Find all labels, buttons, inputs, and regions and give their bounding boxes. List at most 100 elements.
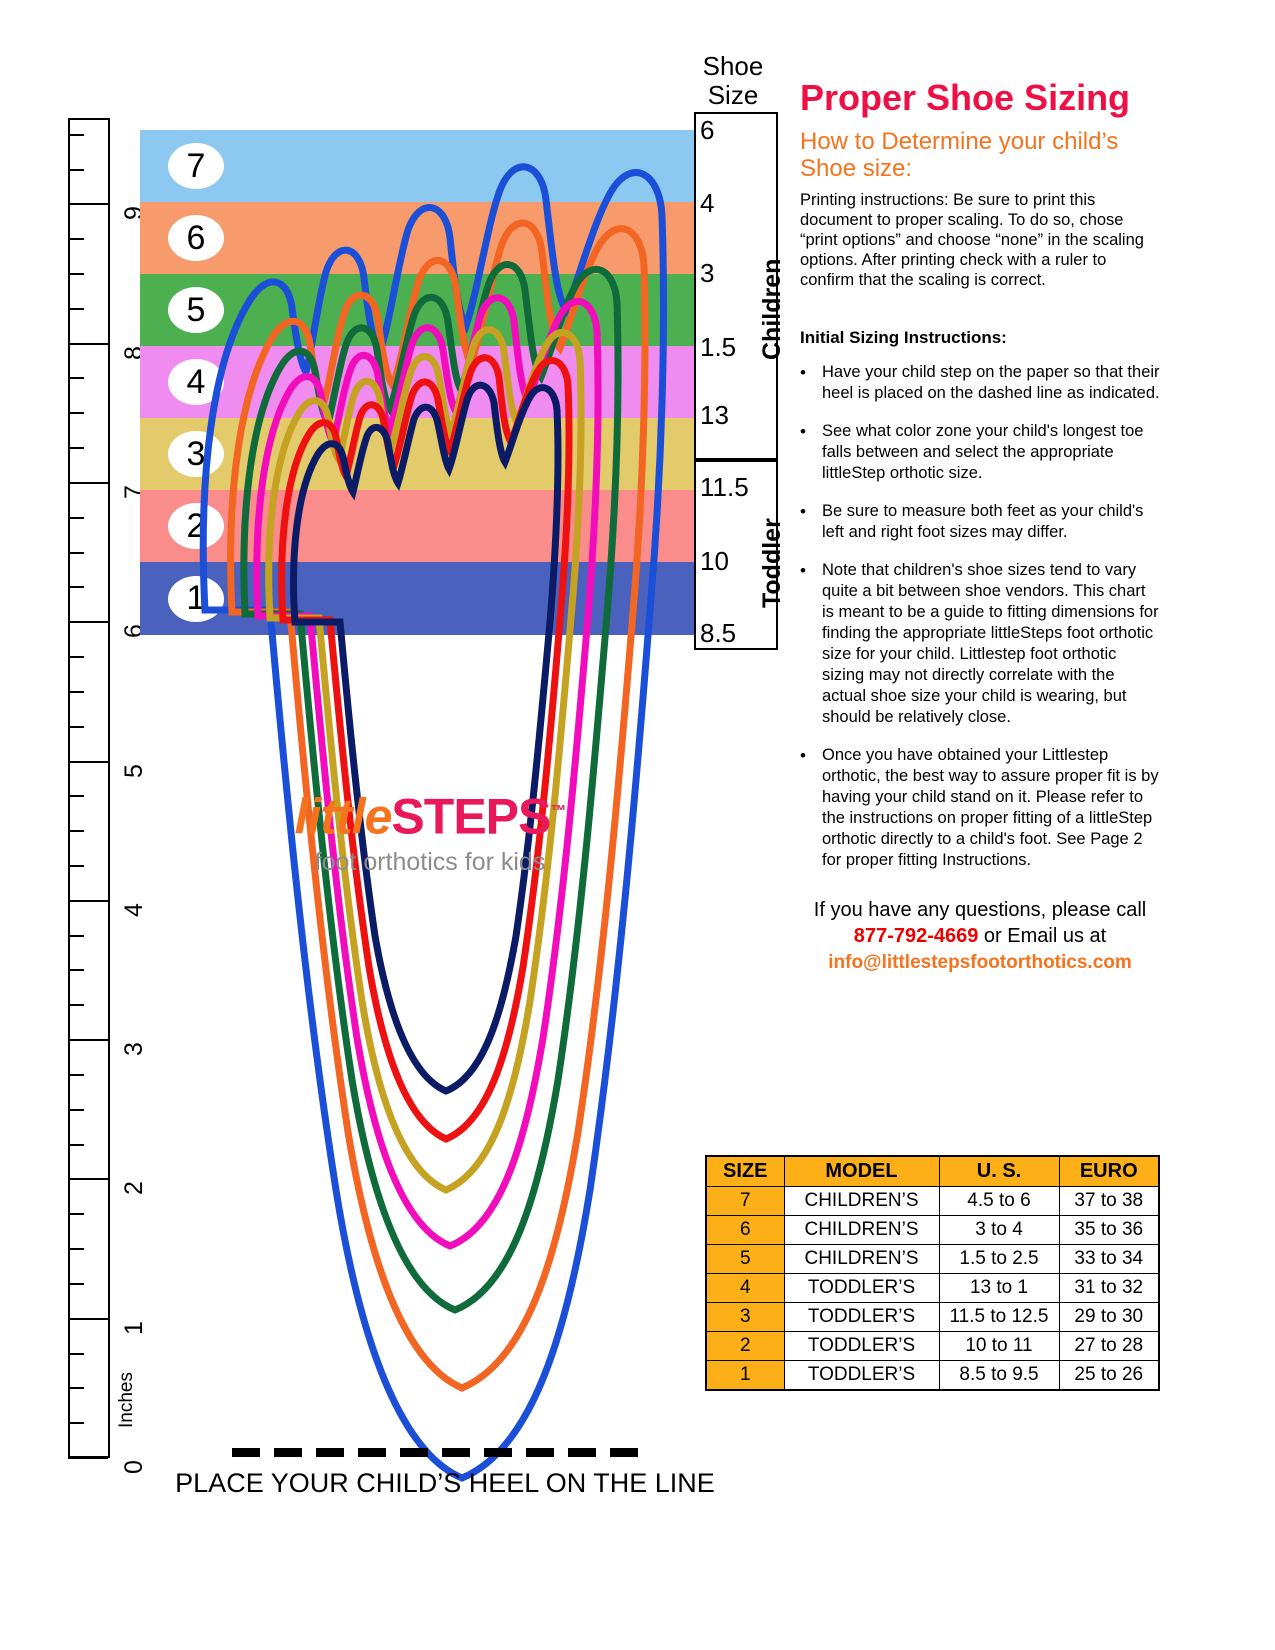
ruler-minor-tick <box>68 1387 84 1390</box>
ruler-number: 1 <box>120 1320 148 1335</box>
shoe-size-box-toddler <box>694 460 778 650</box>
cell-size: 5 <box>705 1244 785 1274</box>
table-row: 2 TODDLER’S 10 to 11 27 to 28 <box>705 1331 1160 1361</box>
ruler-minor-tick <box>68 586 84 589</box>
cell-euro: 31 to 32 <box>1058 1273 1160 1303</box>
table-row: 6 CHILDREN’S 3 to 4 35 to 36 <box>705 1215 1160 1245</box>
cell-model: TODDLER’S <box>783 1360 940 1391</box>
logo-tagline: foot orthotics for kids <box>314 847 546 876</box>
size-zone-badge: 2 <box>168 503 224 549</box>
size-conversion-table: SIZE MODEL U. S. EURO 7 CHILDREN’S 4.5 to … <box>705 1155 1160 1391</box>
bullet-text: Have your child step on the paper so tha… <box>822 363 1160 402</box>
cell-euro: 29 to 30 <box>1058 1302 1160 1332</box>
shoe-size-value: 8.5 <box>700 618 737 648</box>
size-zone-band: 2 <box>140 490 695 562</box>
size-zone-badge: 3 <box>168 431 224 477</box>
cell-model: TODDLER’S <box>783 1273 940 1303</box>
cell-model: CHILDREN’S <box>783 1215 940 1245</box>
cell-size: 4 <box>705 1273 785 1303</box>
shoe-size-title-line2: Size <box>707 80 759 110</box>
ruler-minor-tick <box>68 168 84 171</box>
contact-phone[interactable]: 877-792-4669 <box>853 925 979 947</box>
ruler-minor-tick <box>68 516 84 519</box>
cell-model: CHILDREN’S <box>783 1244 940 1274</box>
shoe-size-value: 1.5 <box>700 332 737 362</box>
bullet-text: See what color zone your child's longest… <box>822 422 1144 482</box>
cell-us: 11.5 to 12.5 <box>938 1302 1060 1332</box>
col-header-size: SIZE <box>705 1155 785 1187</box>
ruler-minor-tick <box>68 830 84 833</box>
ruler-minor-tick <box>68 1213 84 1216</box>
logo-trademark-icon: ™ <box>550 803 566 820</box>
cell-model: TODDLER’S <box>783 1302 940 1332</box>
ruler-number: 3 <box>120 1042 148 1057</box>
printing-instructions-text: Printing instructions: Be sure to print … <box>800 191 1144 289</box>
table-row: 7 CHILDREN’S 4.5 to 6 37 to 38 <box>705 1186 1160 1216</box>
ruler-major-tick <box>68 621 108 624</box>
size-zone-band: 6 <box>140 202 695 274</box>
shoe-size-value: 10 <box>700 546 729 576</box>
sizing-instructions-heading: Initial Sizing Instructions: <box>800 328 1007 347</box>
heel-line-caption: PLACE YOUR CHILD’S HEEL ON THE LINE <box>175 1468 715 1498</box>
ruler-major-tick <box>68 481 108 484</box>
cell-us: 4.5 to 6 <box>938 1186 1060 1216</box>
ruler-minor-tick <box>68 795 84 798</box>
ruler-minor-tick <box>68 1108 84 1111</box>
ruler-major-tick <box>68 342 108 345</box>
shoe-size-value: 4 <box>700 188 715 218</box>
contact-lead-text: If you have any questions, please call <box>813 899 1147 921</box>
ruler-minor-tick <box>68 656 84 659</box>
shoe-size-value: 6 <box>700 115 715 145</box>
ruler-major-tick <box>68 899 108 902</box>
instruction-bullet: • Note that children's shoe sizes tend to… <box>800 560 1160 728</box>
instruction-bullet: • Once you have obtained your Littlestep … <box>800 745 1160 871</box>
cell-us: 10 to 11 <box>938 1331 1060 1361</box>
cell-euro: 37 to 38 <box>1058 1186 1160 1216</box>
logo-steps-text: STEPS <box>391 788 551 845</box>
table-body: 7 CHILDREN’S 4.5 to 6 37 to 38 6 CHILDREN’S 3 … <box>705 1186 1160 1391</box>
table-row: 1 TODDLER’S 8.5 to 9.5 25 to 26 <box>705 1360 1160 1391</box>
bullet-dot-icon: • <box>800 561 806 580</box>
cell-euro: 33 to 34 <box>1058 1244 1160 1274</box>
size-zone-badge: 5 <box>168 287 224 333</box>
ruler-minor-tick <box>68 273 84 275</box>
ruler-minor-tick <box>68 1004 84 1007</box>
size-zone-badge: 4 <box>168 359 224 405</box>
ruler-minor-tick <box>68 725 84 728</box>
bullet-dot-icon: • <box>800 502 806 521</box>
bullet-dot-icon: • <box>800 363 806 382</box>
size-zone-band: 5 <box>140 274 695 346</box>
panel-subtitle: How to Determine your child’s Shoe size: <box>800 128 1119 182</box>
ruler-minor-tick <box>68 412 84 415</box>
instructions-panel: Proper Shoe Sizing How to Determine your… <box>800 78 1160 976</box>
bullet-text: Be sure to measure both feet as your chi… <box>822 502 1144 541</box>
size-zone-badge: 1 <box>168 575 224 622</box>
logo-wordmark: littleSTEPS™ <box>280 785 580 844</box>
inch-ruler <box>68 118 110 1458</box>
size-zone-band: 4 <box>140 346 695 418</box>
ruler-minor-tick <box>68 1248 84 1251</box>
cell-euro: 27 to 28 <box>1058 1331 1160 1361</box>
contact-email[interactable]: info@littlestepsfootorthotics.com <box>828 952 1132 973</box>
page-title: Proper Shoe Sizing <box>800 77 1131 118</box>
bullet-dot-icon: • <box>800 746 806 765</box>
ruler-minor-tick <box>68 1282 84 1285</box>
ruler-minor-tick <box>68 1422 84 1425</box>
ruler-minor-tick <box>68 865 84 867</box>
ruler-minor-tick <box>68 377 84 380</box>
littlesteps-logo: littleSTEPS™ foot orthotics for kids <box>280 785 580 877</box>
table-row: 5 CHILDREN’S 1.5 to 2.5 33 to 34 <box>705 1244 1160 1274</box>
ruler-minor-tick <box>68 238 84 241</box>
ruler-unit-label: Inches <box>116 1372 137 1428</box>
cell-us: 1.5 to 2.5 <box>938 1244 1060 1274</box>
cell-model: TODDLER’S <box>783 1331 940 1361</box>
ruler-minor-tick <box>68 1143 84 1146</box>
contact-mid-text: or Email us at <box>978 925 1107 947</box>
shoe-size-column-title: Shoe Size <box>694 52 772 110</box>
cell-size: 2 <box>705 1331 785 1361</box>
ruler-major-tick <box>68 760 108 763</box>
col-header-euro: EURO <box>1058 1155 1160 1187</box>
size-zone-badge: 6 <box>168 215 224 261</box>
cell-euro: 35 to 36 <box>1058 1215 1160 1245</box>
bullet-text: Note that children's shoe sizes tend to … <box>822 561 1159 726</box>
